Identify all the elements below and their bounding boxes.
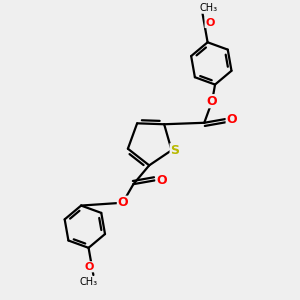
- Text: O: O: [205, 18, 214, 28]
- Text: S: S: [170, 144, 179, 157]
- Text: O: O: [156, 174, 167, 187]
- Text: CH₃: CH₃: [199, 3, 218, 13]
- Text: O: O: [207, 95, 218, 108]
- Text: O: O: [85, 262, 94, 272]
- Text: CH₃: CH₃: [80, 277, 98, 287]
- Text: O: O: [117, 196, 128, 209]
- Text: O: O: [226, 112, 237, 126]
